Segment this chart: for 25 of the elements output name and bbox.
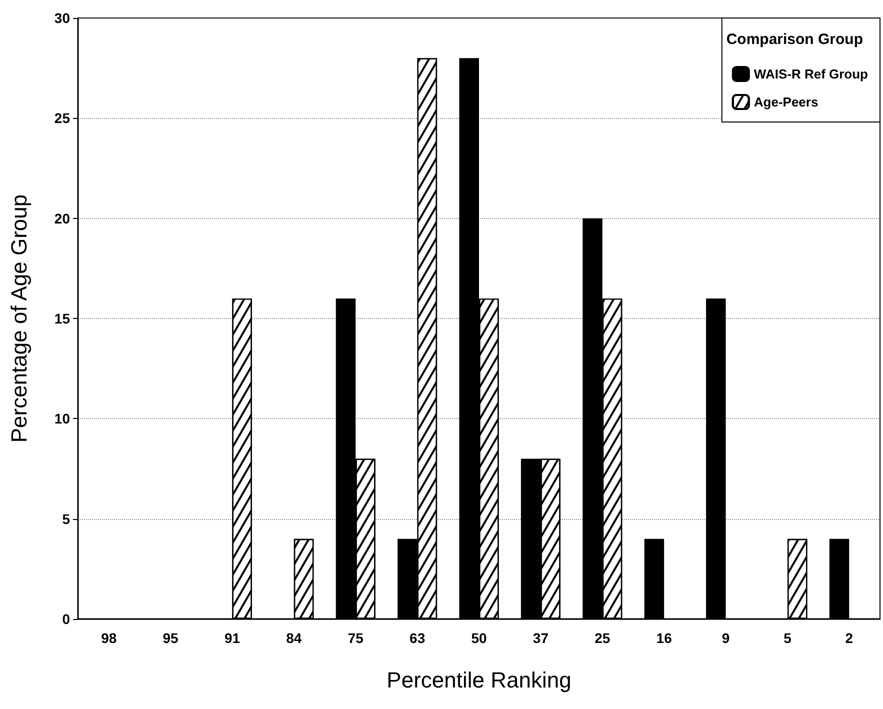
y-tick-label: 15	[54, 310, 70, 326]
x-tick-label: 2	[845, 630, 854, 646]
x-tick-label: 75	[348, 630, 364, 646]
x-tick-label: 91	[224, 630, 240, 646]
x-tick-label: 5	[784, 630, 792, 646]
y-tick-label: 25	[54, 110, 70, 126]
y-tick-label: 0	[62, 611, 70, 627]
x-tick-label: 37	[532, 630, 549, 646]
legend-label: Age-Peers	[754, 94, 818, 110]
x-tick-label: 9	[722, 630, 730, 646]
x-tick-label: 25	[594, 630, 610, 646]
legend-label: WAIS-R Ref Group	[754, 66, 868, 82]
y-tick-label: 10	[54, 410, 70, 427]
x-tick-label: 95	[162, 630, 179, 646]
y-axis-title: Percentage of Age Group	[6, 194, 32, 443]
y-tick-label: 20	[54, 210, 70, 226]
x-tick-label: 50	[471, 630, 487, 646]
y-tick-label: 5	[62, 510, 70, 527]
y-tick-label: 30	[54, 10, 70, 26]
x-tick-label: 98	[101, 630, 117, 646]
legend-title: Comparison Group	[726, 31, 863, 48]
x-tick-label: 84	[286, 630, 302, 646]
x-tick-label: 16	[656, 630, 672, 646]
x-axis-title: Percentile Ranking	[386, 668, 572, 692]
x-tick-label: 63	[410, 630, 426, 646]
